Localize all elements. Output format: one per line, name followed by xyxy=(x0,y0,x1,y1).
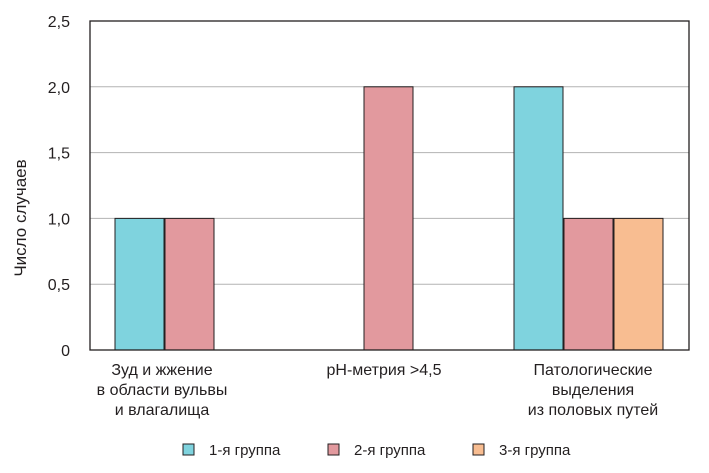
y-tick-label: 2,5 xyxy=(48,14,70,31)
x-category-label: Патологические выделения из половых путей xyxy=(528,362,658,419)
y-tick-label: 1,0 xyxy=(48,211,70,228)
legend-swatch-1 xyxy=(182,443,195,456)
legend-swatch-3 xyxy=(472,443,485,456)
bar-2-cat-3 xyxy=(563,217,614,351)
bars xyxy=(114,86,664,351)
legend-label-2: 2-я группа xyxy=(354,442,426,459)
x-category-label: Зуд и жжение в области вульвы и влагалища xyxy=(97,362,228,419)
bar-1-cat-3 xyxy=(513,86,564,351)
bar-3-cat-3 xyxy=(613,217,664,351)
legend: 1-я группа 2-я группа 3-я группа xyxy=(182,442,571,459)
legend-label-3: 3-я группа xyxy=(499,442,571,459)
y-axis-label: Число случаев xyxy=(11,159,30,276)
bar-2-cat-2 xyxy=(363,86,414,351)
x-category-label: pH-метрия >4,5 xyxy=(326,362,441,379)
y-tick-label: 1,5 xyxy=(48,146,70,163)
bar-2-cat-1 xyxy=(164,217,215,351)
x-axis-categories: Зуд и жжение в области вульвы и влагалища p… xyxy=(97,362,659,419)
y-tick-label: 0,5 xyxy=(48,277,70,294)
bar-1-cat-1 xyxy=(114,217,165,351)
y-tick-label: 0 xyxy=(61,343,70,360)
legend-swatch-2 xyxy=(327,443,340,456)
plot-frame xyxy=(89,20,690,351)
legend-label-1: 1-я группа xyxy=(209,442,281,459)
y-tick-label: 2,0 xyxy=(48,80,70,97)
y-axis-ticks: 0 0,5 1,0 1,5 2,0 2,5 xyxy=(48,14,70,360)
